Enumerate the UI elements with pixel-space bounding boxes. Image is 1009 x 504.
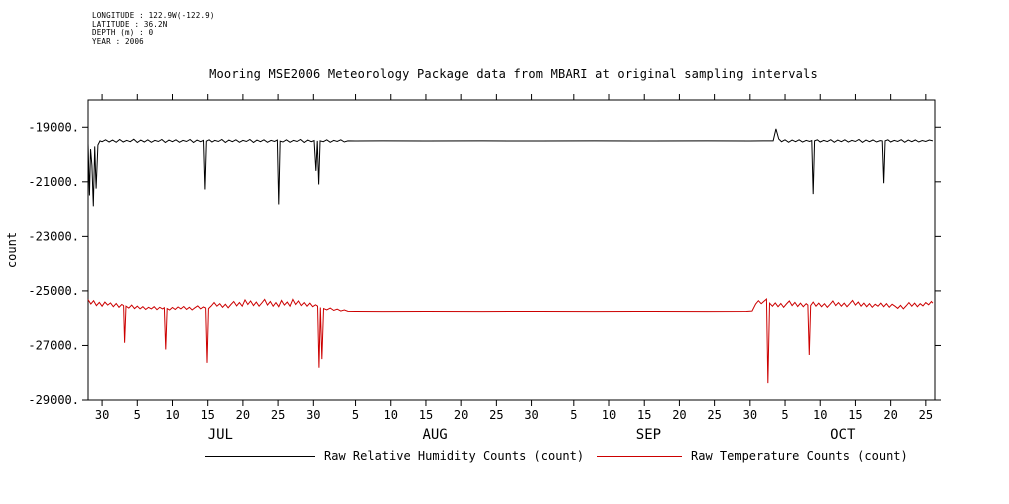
x-tick-label: 5 xyxy=(570,408,577,422)
humidity-line-swatch xyxy=(205,455,315,457)
y-tick-label: -23000. xyxy=(28,229,79,243)
y-tick-label: -25000. xyxy=(28,284,79,298)
x-tick-label: 5 xyxy=(134,408,141,422)
x-tick-label: 10 xyxy=(165,408,179,422)
x-tick-label: 5 xyxy=(781,408,788,422)
x-tick-label: 30 xyxy=(306,408,320,422)
y-tick-label: -21000. xyxy=(28,175,79,189)
x-tick-label: 20 xyxy=(672,408,686,422)
x-tick-label: 20 xyxy=(236,408,250,422)
y-tick-label: -27000. xyxy=(28,338,79,352)
x-tick-label: 25 xyxy=(919,408,933,422)
info-latitude: LATITUDE : 36.2N xyxy=(92,19,168,29)
x-tick-label: 15 xyxy=(200,408,214,422)
y-tick-label: -19000. xyxy=(28,120,79,134)
x-tick-label: 20 xyxy=(883,408,897,422)
x-tick-label: 10 xyxy=(602,408,616,422)
legend-item-humidity: Raw Relative Humidity Counts (count) xyxy=(205,446,584,466)
x-tick-label: 30 xyxy=(95,408,109,422)
x-month-label: SEP xyxy=(636,427,661,443)
header-info-block: LONGITUDE : 122.9W(-122.9) LATITUDE : 36… xyxy=(92,11,215,46)
info-depth: DEPTH (m) : 0 xyxy=(92,28,154,37)
x-tick-label: 15 xyxy=(419,408,433,422)
x-tick-label: 25 xyxy=(489,408,503,422)
x-month-label: JUL xyxy=(208,427,233,443)
legend: Raw Relative Humidity Counts (count) Raw… xyxy=(0,446,1009,466)
legend-item-temperature: Raw Temperature Counts (count) xyxy=(597,446,908,466)
y-tick-label: -29000. xyxy=(28,393,79,407)
x-tick-label: 20 xyxy=(454,408,468,422)
plot-box xyxy=(87,99,936,401)
x-tick-label: 15 xyxy=(637,408,651,422)
humidity-legend-label: Raw Relative Humidity Counts (count) xyxy=(324,449,585,463)
info-year: YEAR : 2006 xyxy=(92,36,144,46)
x-month-label: AUG xyxy=(422,427,447,443)
info-longitude: LONGITUDE : 122.9W(-122.9) xyxy=(92,11,215,20)
x-tick-label: 30 xyxy=(743,408,757,422)
x-tick-label: 5 xyxy=(352,408,359,422)
y-axis-label: count xyxy=(5,232,19,268)
x-tick-label: 30 xyxy=(524,408,538,422)
temperature-legend-label: Raw Temperature Counts (count) xyxy=(691,449,908,463)
series-temperature-line xyxy=(87,298,934,384)
x-tick-label: 25 xyxy=(707,408,721,422)
x-tick-label: 25 xyxy=(271,408,285,422)
chart-title: Mooring MSE2006 Meteorology Package data… xyxy=(209,67,818,81)
temperature-line-swatch xyxy=(597,455,682,457)
x-tick-label: 10 xyxy=(384,408,398,422)
series-humidity-line xyxy=(87,128,934,207)
x-tick-label: 10 xyxy=(813,408,827,422)
x-tick-label: 15 xyxy=(848,408,862,422)
x-month-label: OCT xyxy=(830,427,856,443)
